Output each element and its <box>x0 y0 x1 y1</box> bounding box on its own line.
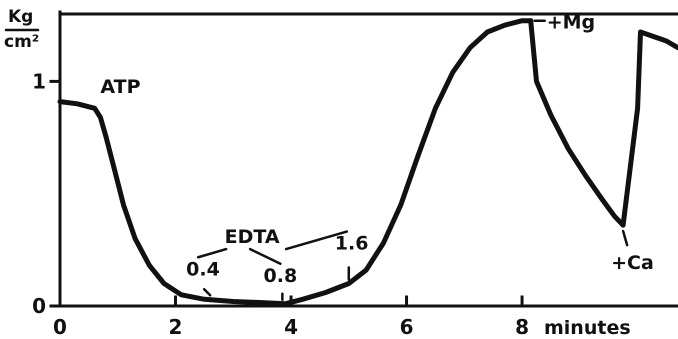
y-unit-numerator: Kg <box>8 7 33 27</box>
edta-leader <box>284 230 349 251</box>
x-tick-label: 2 <box>169 315 183 339</box>
axes <box>58 10 678 308</box>
x-tick-label: 6 <box>400 315 414 339</box>
y-tick-label: 1 <box>32 69 46 93</box>
annotation-leader <box>621 229 629 247</box>
y-unit-denominator: cm² <box>4 32 39 52</box>
annotation-leader <box>202 288 212 297</box>
y-axis-unit: Kg cm² <box>4 7 40 52</box>
annotation-label: 0.8 <box>264 265 298 287</box>
series-line-segment <box>620 29 678 228</box>
x-tick-label: 4 <box>284 315 298 339</box>
annotation-label: 0.4 <box>186 258 220 280</box>
annotation-label: +Ca <box>611 252 654 274</box>
edta-leader <box>248 247 282 266</box>
series-line-segment <box>528 18 626 228</box>
x-tick-label: 8 <box>515 315 529 339</box>
annotation-label: 1.6 <box>335 233 369 255</box>
series <box>57 18 678 307</box>
annotation-label: ATP <box>100 76 140 98</box>
y-ticks: 01 <box>32 69 62 318</box>
series-line-segment <box>57 18 534 307</box>
x-tick-label: 0 <box>53 315 67 339</box>
y-tick-label: 0 <box>32 294 46 318</box>
x-ticks: 0 2 4 6 8 <box>53 295 529 339</box>
x-axis-label: minutes <box>544 317 631 339</box>
annotation-label: EDTA <box>225 226 280 248</box>
annotation-label: +Mg <box>547 12 595 34</box>
edta-leader <box>196 247 228 259</box>
